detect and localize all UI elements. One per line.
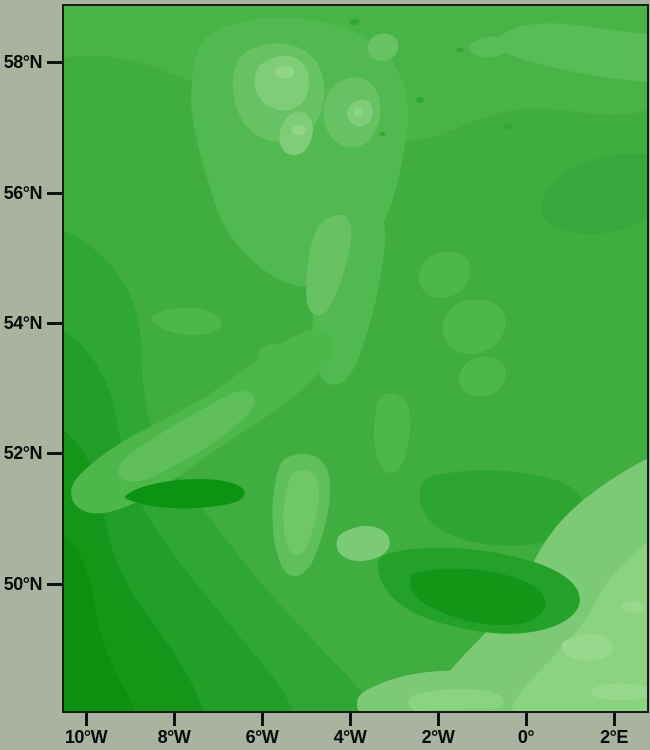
x-tick-label: 10°W (64, 727, 108, 747)
contour-right-light-c (459, 356, 506, 397)
contour-map-canvas (64, 6, 647, 711)
y-tick-label: 50°N (3, 574, 43, 594)
y-tick-label: 54°N (3, 313, 43, 333)
contour-scotland-lightest-a (274, 66, 295, 79)
contour-dark-streak (125, 479, 245, 509)
x-tick-label: 8°W (157, 727, 191, 747)
contour-dark-sw-4 (64, 534, 134, 711)
contour-speckle-d (455, 48, 464, 53)
contour-wales-tongue-core (283, 470, 320, 556)
contour-ne-strip-spot (468, 36, 511, 58)
x-tick-label: 0° (517, 727, 535, 747)
contour-scotland-mid-c (367, 33, 399, 61)
x-tick-8w (173, 713, 176, 726)
contour-scotland-light-a (254, 55, 309, 111)
x-tick-label: 6°W (245, 727, 279, 747)
contour-speckle-e (502, 123, 513, 130)
contour-scotland-lightest-b (291, 125, 306, 136)
contour-se-lightest-a (561, 633, 613, 661)
x-tick-2e (613, 713, 616, 726)
y-tick-label: 58°N (3, 52, 43, 72)
y-tick-label: 52°N (3, 443, 43, 463)
y-tick-52n (47, 452, 62, 455)
x-tick-label: 2°W (421, 727, 455, 747)
contour-speckle-b (416, 97, 425, 104)
contour-pre-dark-south (419, 470, 585, 546)
contour-se-lightest-c (621, 600, 646, 613)
map-plot-area (62, 4, 649, 713)
y-tick-50n (47, 583, 62, 586)
x-tick-2w (437, 713, 440, 726)
contour-ireland-spot-b (257, 343, 293, 363)
contour-scotland-lightest-c (353, 108, 364, 117)
x-tick-10w (85, 713, 88, 726)
y-tick-56n (47, 192, 62, 195)
x-tick-label: 2°E (600, 727, 628, 747)
contour-se-light-2 (511, 542, 647, 711)
contour-scotland-mid-band (306, 214, 352, 316)
x-tick-6w (261, 713, 264, 726)
contour-ireland-spot-a (151, 307, 222, 335)
y-tick-54n (47, 322, 62, 325)
y-tick-label: 56°N (3, 183, 43, 203)
contour-right-dark-patch (541, 153, 647, 234)
x-tick-0 (525, 713, 528, 726)
contour-bristol-spot (336, 525, 390, 562)
x-tick-4w (349, 713, 352, 726)
contour-se-lightest-b (591, 683, 647, 701)
contour-right-light-b (442, 299, 506, 354)
contour-speckle-a (349, 19, 360, 26)
x-tick-label: 4°W (333, 727, 367, 747)
contour-dark-se-core (410, 568, 546, 626)
y-tick-58n (47, 61, 62, 64)
contour-ne-strip (498, 23, 647, 83)
contour-speckle-c (379, 132, 386, 137)
contour-right-light-a (418, 251, 471, 298)
contour-bottom-wedge-light (408, 688, 505, 711)
contour-ireland-light (118, 391, 255, 482)
contour-right-light-d (373, 393, 411, 474)
